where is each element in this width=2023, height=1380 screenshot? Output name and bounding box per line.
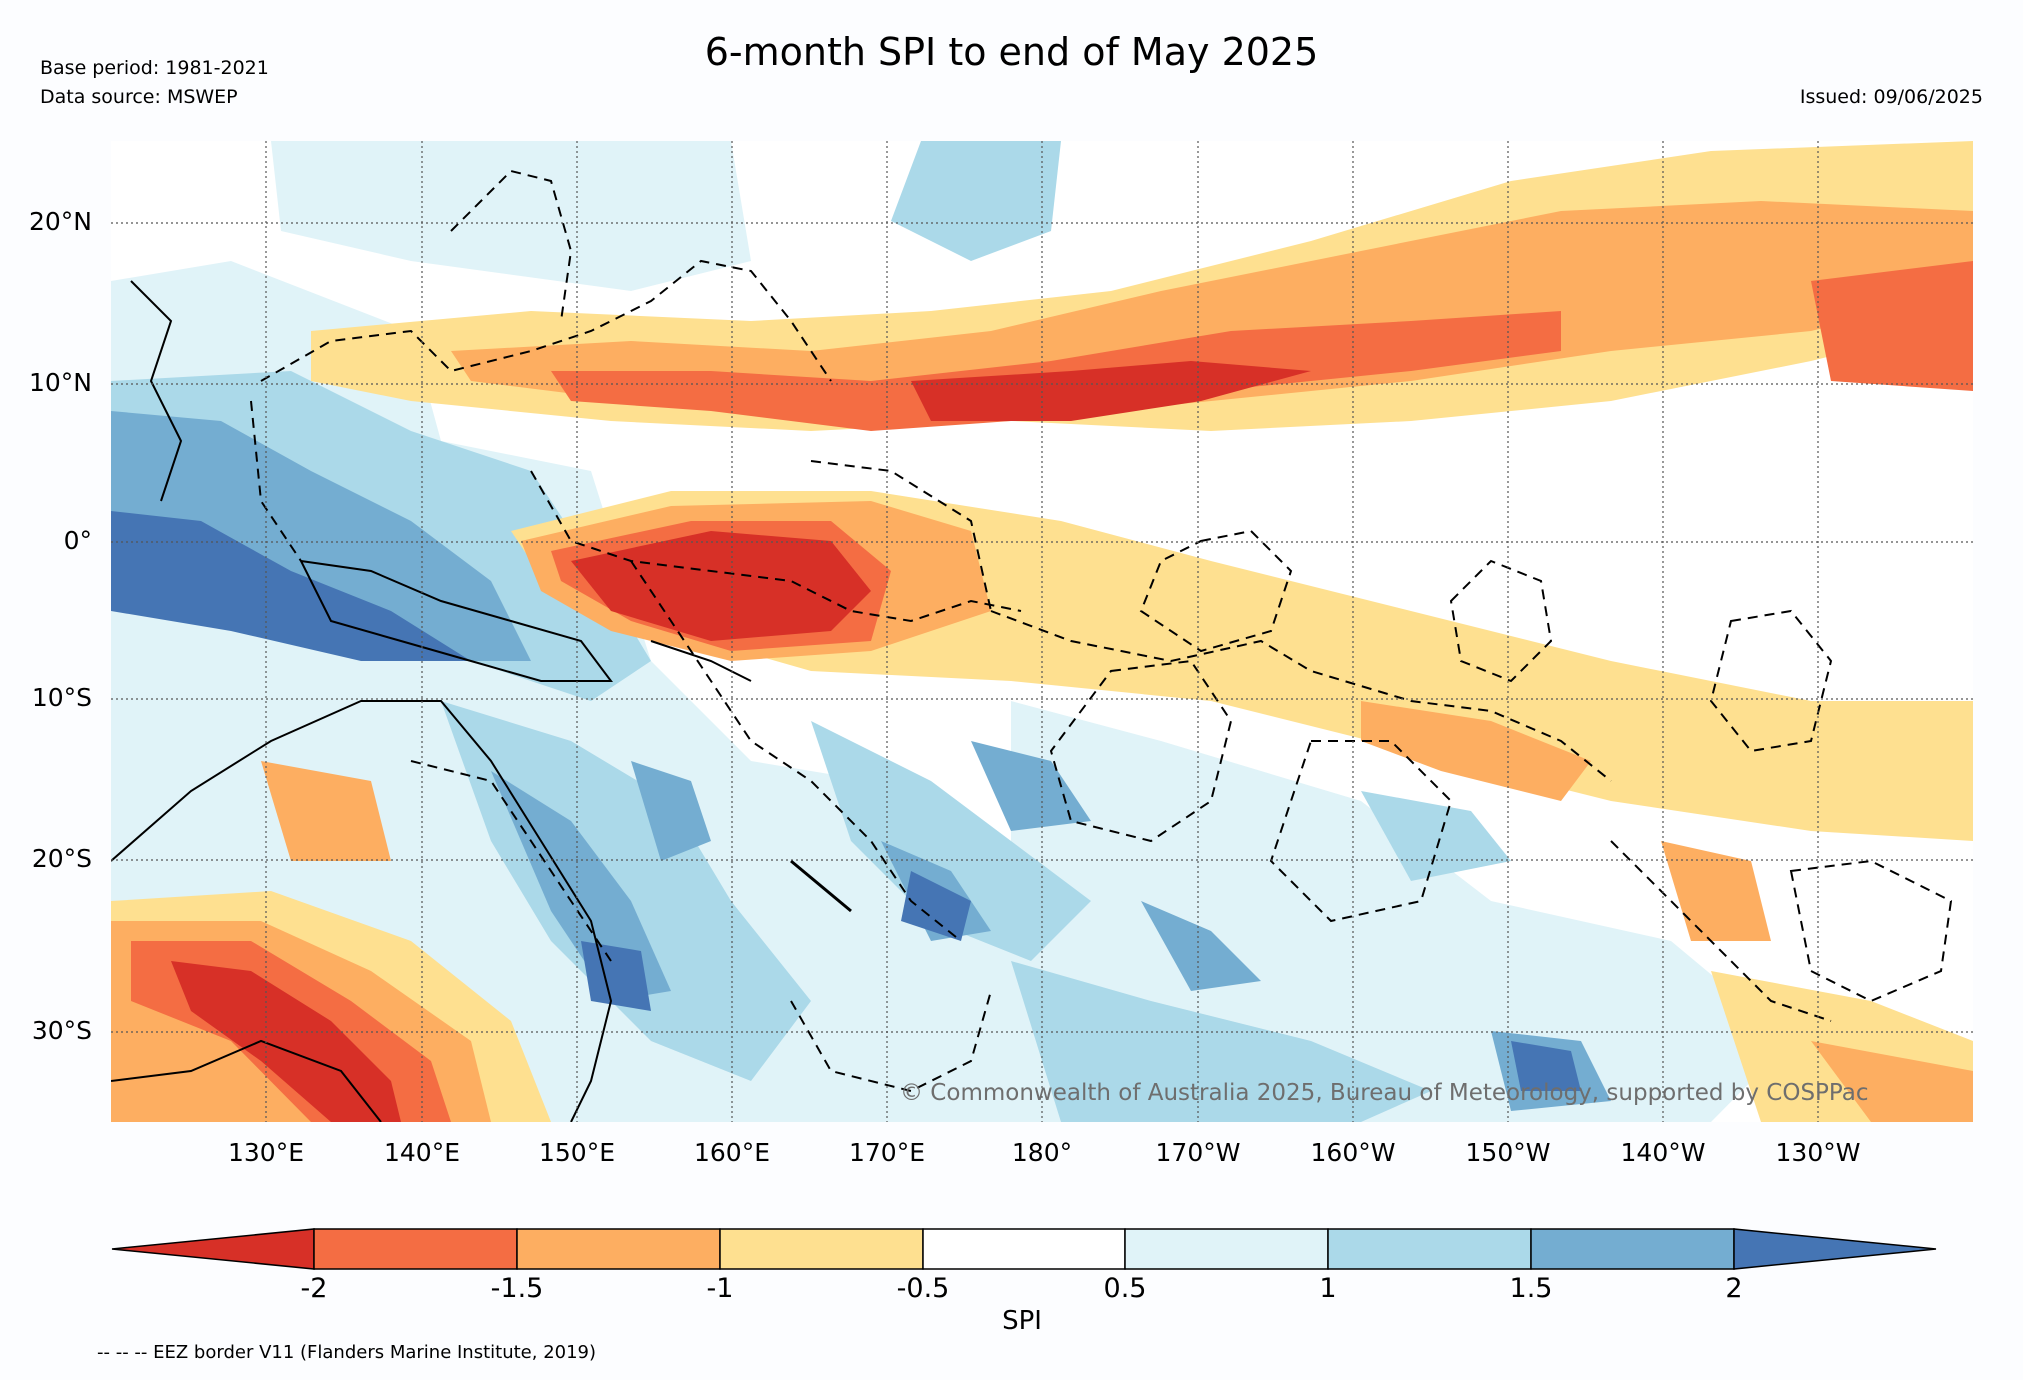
- colorbar-segment-1: [313, 1228, 518, 1270]
- lon-label-140e: 140°E: [383, 1138, 460, 1167]
- wet-moderate-3: [811, 721, 1091, 961]
- colorbar-tick-0-5: 0.5: [1103, 1273, 1147, 1304]
- spi-colorbar: [111, 1228, 1937, 1270]
- colorbar-tick-minus1-5: -1.5: [490, 1273, 544, 1304]
- wet-very-8: [891, 141, 1061, 261]
- wet-moderate-2: [441, 701, 811, 1081]
- lat-label-10s: 10°S: [31, 683, 92, 712]
- wet-very-1: [111, 411, 531, 661]
- spi-map: © Commonwealth of Australia 2025, Bureau…: [111, 141, 1973, 1122]
- colorbar-tick-1-5: 1.5: [1509, 1273, 1553, 1304]
- wet-region-north: [271, 141, 751, 291]
- colorbar-label: SPI: [1002, 1306, 1042, 1336]
- dry-extreme-north: [911, 361, 1311, 421]
- base-period: Base period: 1981-2021: [40, 57, 269, 79]
- colorbar-segment-6: [1327, 1228, 1532, 1270]
- colorbar-extend-high: [1733, 1228, 1937, 1270]
- dry-moderate-southeast: [1361, 701, 1591, 801]
- lat-label-30s: 30°S: [31, 1016, 92, 1045]
- eez-footnote: -- -- -- EEZ border V11 (Flanders Marine…: [97, 1342, 597, 1363]
- wet-extreme-4: [581, 941, 651, 1011]
- colorbar-tick-minus0-5: -0.5: [896, 1273, 950, 1304]
- lon-label-170w: 170°W: [1155, 1138, 1241, 1167]
- lon-label-170e: 170°E: [848, 1138, 925, 1167]
- wet-very-7: [971, 741, 1091, 831]
- dry-extreme-equator: [571, 531, 871, 641]
- colorbar-segment-3: [719, 1228, 924, 1270]
- colorbar-extend-low: [111, 1228, 315, 1270]
- wet-extreme-3: [1511, 1041, 1581, 1091]
- colorbar-segment-5: [1124, 1228, 1329, 1270]
- colorbar-tick-2: 2: [1725, 1273, 1743, 1304]
- dry-moderate-west-mid: [261, 761, 391, 861]
- wet-very-3: [631, 761, 711, 861]
- dry-moderate-southeast-2: [1811, 1041, 1973, 1122]
- issued-date: Issued: 09/06/2025: [1799, 86, 1983, 108]
- dry-moderate-south-pacific: [1661, 841, 1771, 941]
- graticule: [111, 141, 1973, 1122]
- lat-label-20n: 20°N: [28, 207, 92, 236]
- colorbar-tick-minus2: -2: [300, 1273, 328, 1304]
- lon-label-130e: 130°E: [227, 1138, 304, 1167]
- coastline-australia-south: [111, 1039, 382, 1122]
- lon-label-130w: 130°W: [1775, 1138, 1861, 1167]
- lon-label-160w: 160°W: [1310, 1138, 1396, 1167]
- dry-moderate-north: [451, 201, 1973, 421]
- spi-map-canvas: [111, 141, 1973, 1122]
- wet-very-5: [1141, 901, 1261, 991]
- colorbar-segment-7: [1530, 1228, 1735, 1270]
- lat-label-0: 0°: [63, 526, 92, 555]
- lon-label-140w: 140°W: [1620, 1138, 1706, 1167]
- colorbar-segment-2: [516, 1228, 721, 1270]
- lat-label-10n: 10°N: [28, 368, 92, 397]
- dry-extreme-southwest: [171, 961, 401, 1122]
- dry-very-north-east: [1811, 261, 1973, 391]
- data-source: Data source: MSWEP: [40, 86, 238, 108]
- lon-label-150w: 150°W: [1465, 1138, 1551, 1167]
- coastline-australia: [111, 700, 613, 1122]
- wet-extreme-2: [901, 871, 971, 941]
- coastline-new-caledonia: [790, 859, 852, 913]
- wet-moderate-4: [1011, 961, 1431, 1122]
- lon-label-180: 180°: [1011, 1138, 1073, 1167]
- map-title: 6-month SPI to end of May 2025: [704, 30, 1319, 74]
- wet-extreme-1: [111, 511, 471, 661]
- wet-moderate-5: [1361, 791, 1511, 881]
- colorbar-tick-minus1: -1: [706, 1273, 734, 1304]
- coastline-philippines: [130, 280, 183, 502]
- colorbar-segment-4: [922, 1228, 1126, 1270]
- lon-label-160e: 160°E: [693, 1138, 770, 1167]
- colorbar-tick-1: 1: [1319, 1273, 1337, 1304]
- coastline-solomons: [650, 640, 752, 682]
- eez-borders: [250, 169, 1953, 1093]
- dry-very-north: [551, 311, 1561, 431]
- copyright-note: © Commonwealth of Australia 2025, Bureau…: [900, 1080, 1869, 1106]
- lat-label-20s: 20°S: [31, 844, 92, 873]
- coastline-papua: [299, 559, 613, 682]
- lon-label-150e: 150°E: [538, 1138, 615, 1167]
- wet-very-2: [491, 771, 671, 1001]
